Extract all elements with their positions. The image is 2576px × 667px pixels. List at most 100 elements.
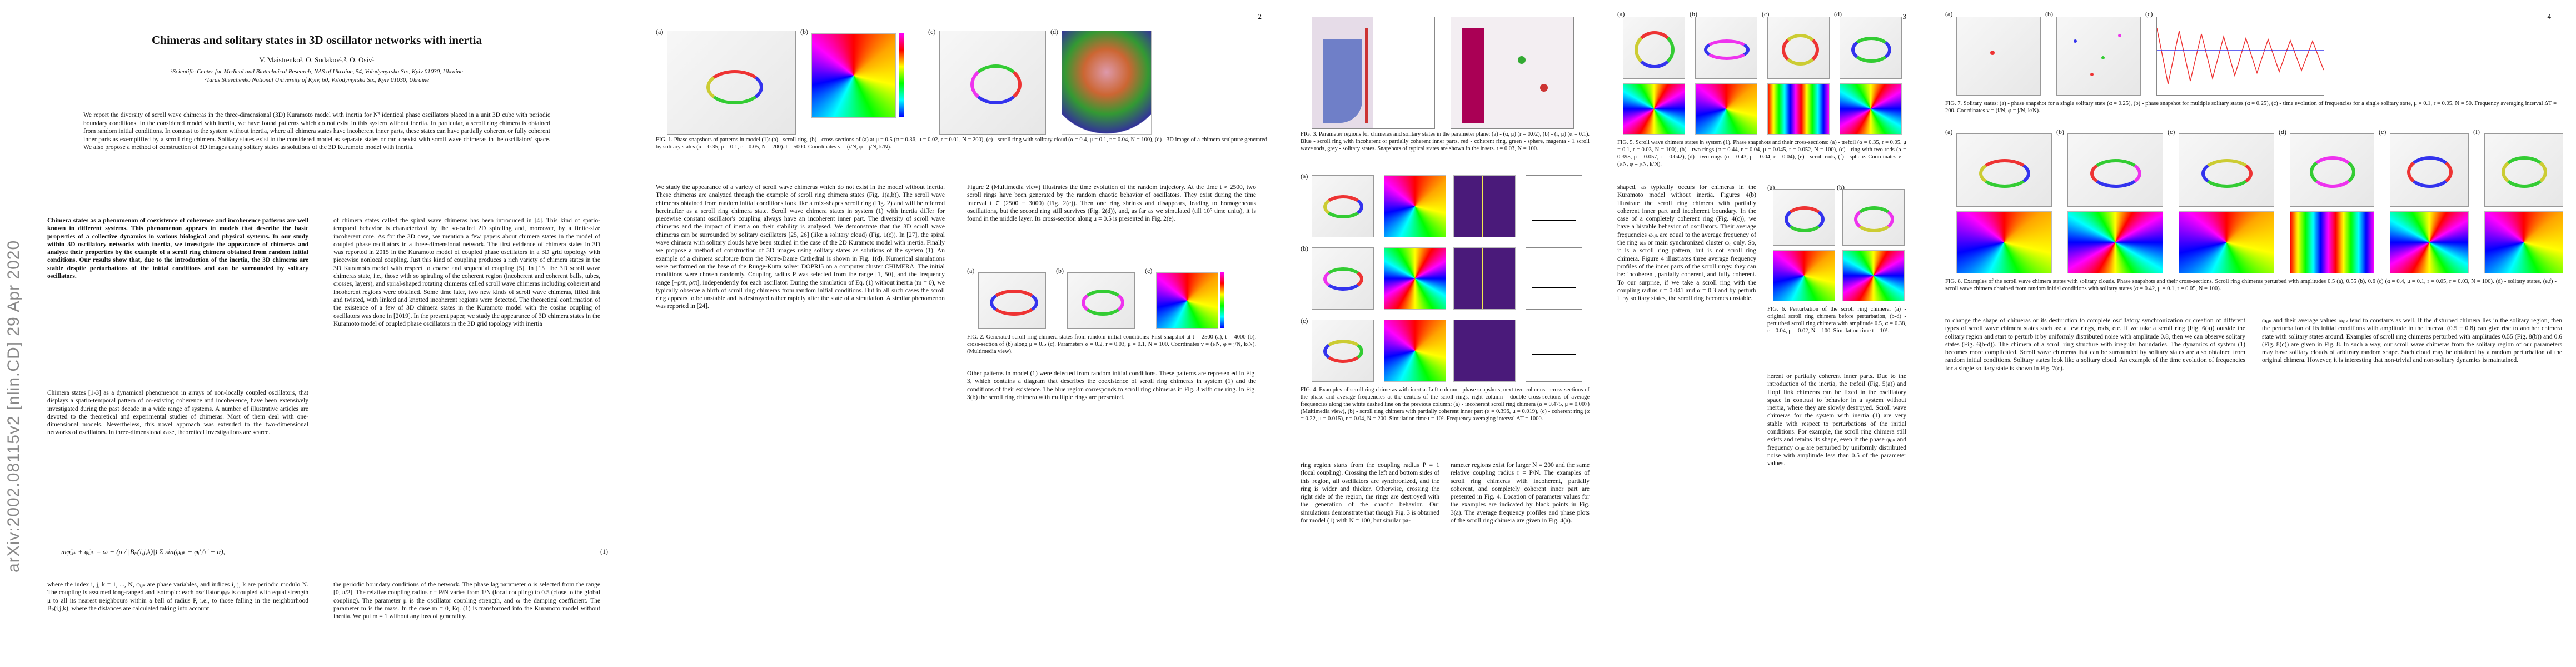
fig8-label-d: (d)	[2279, 128, 2286, 136]
scroll-ring-with-cloud	[970, 64, 1022, 104]
intro-column-2: of chimera states called the spiral wave…	[333, 217, 600, 327]
fig8-caption: FIG. 8. Examples of the scroll wave chim…	[1945, 278, 2557, 292]
fig8-label-f: (f)	[2473, 128, 2480, 136]
fig8-label-a: (a)	[1945, 128, 1953, 136]
profile-line	[1532, 220, 1576, 221]
fig6b-perturbed	[1842, 189, 1905, 246]
fig4c-frequency	[1453, 320, 1516, 382]
fig8c-cross-section	[2179, 211, 2274, 273]
fig6-label-a: (a)	[1767, 183, 1775, 191]
intro-bold-paragraph: Chimera states as a phenomenon of coexis…	[47, 217, 308, 280]
affiliations: ¹Scientific Center for Medical and Biote…	[67, 68, 567, 84]
affiliation-2: ²Taras Shevchenko National University of…	[204, 77, 430, 83]
fig4c-snapshot	[1312, 320, 1374, 382]
fig5a-trefoil	[1623, 17, 1685, 79]
fig4b-phase	[1384, 247, 1446, 310]
fig1-label-d: (d)	[1050, 28, 1058, 36]
fig3b-parameter-plane	[1451, 17, 1574, 129]
fig6c-cross-section	[1773, 250, 1835, 301]
fig8-label-e: (e)	[2379, 128, 2386, 136]
fig8a-cross-section	[1956, 211, 2052, 273]
fig4a-snapshot	[1312, 175, 1374, 237]
fig4b-snapshot	[1312, 247, 1374, 310]
equation-explanation: where the index i, j, k = 1, ..., N, φᵢⱼ…	[47, 581, 308, 612]
trefoil	[1635, 31, 1675, 68]
fig4-label-a: (a)	[1301, 172, 1308, 180]
abstract: We report the diversity of scroll wave c…	[83, 112, 550, 151]
paper-authors: V. Maistrenko¹, O. Sudakov¹,², O. Osiv¹	[259, 56, 375, 64]
fig1-label-c: (c)	[928, 28, 936, 36]
page4-column-1: to change the shape of chimeras or its d…	[1945, 317, 2245, 372]
fig5-label-c: (c)	[1762, 10, 1770, 18]
fig8e-snapshot	[2390, 133, 2469, 207]
two-rings	[990, 290, 1038, 316]
fig4-label-c: (c)	[1301, 317, 1308, 325]
ring	[2310, 156, 2355, 188]
fig5b-cross-section	[1695, 83, 1757, 135]
fig4c-phase	[1384, 320, 1446, 382]
solitary-point	[2101, 56, 2105, 59]
fig7-caption: FIG. 7. Solitary states: (a) - phase sna…	[1945, 101, 2557, 114]
fig3-caption: FIG. 3. Parameter regions for chimeras a…	[1301, 131, 1590, 152]
page3-right-col-1: shaped, as typically occurs for chimeras…	[1617, 184, 1756, 302]
fig8-label-c: (c)	[2168, 128, 2175, 136]
blue-chimera-region	[1323, 39, 1362, 123]
parameters-paragraph: the periodic boundary conditions of the …	[333, 581, 600, 620]
rings	[1704, 39, 1750, 60]
page3-right-col-2: herent or partially coherent inner parts…	[1767, 373, 1906, 467]
page3-column-1b: rameter regions exist for larger N = 200…	[1451, 462, 1590, 525]
fig2b-snapshot	[1067, 272, 1135, 329]
fig2-label-a: (a)	[967, 267, 975, 275]
fig1a-3d-cube	[667, 31, 796, 135]
ring	[2090, 159, 2141, 188]
page-2: 2 (a) (b) (c) (d) FIG. 1. Phase snapshot…	[645, 0, 1284, 667]
frequency-trace-1	[2157, 28, 2324, 84]
fig2-label-c: (c)	[1145, 267, 1153, 275]
inset-sphere	[1518, 56, 1526, 64]
fig1-caption: FIG. 1. Phase snapshots of patterns in m…	[656, 137, 1267, 150]
fig1d-sculpture	[1062, 31, 1152, 135]
fig5d-cross-section	[1840, 83, 1902, 135]
fig8b-snapshot	[2067, 133, 2163, 207]
fig6d-cross-section	[1842, 250, 1905, 301]
fig8a-snapshot	[1956, 133, 2052, 207]
ring	[1323, 267, 1363, 291]
fig4c-profile	[1526, 320, 1582, 382]
fig7-label-a: (a)	[1945, 10, 1953, 18]
freq-line	[1482, 176, 1483, 237]
intro-paragraph: Chimera states [1-3] as a dynamical phen…	[47, 390, 308, 436]
page-4: 4 (a) (b) (c) FIG. 7. Solitary states: (…	[1934, 0, 2573, 667]
page2-column-2: Figure 2 (Multimedia view) illustrates t…	[967, 184, 1256, 223]
fig2-label-b: (b)	[1056, 267, 1064, 275]
fig8b-cross-section	[2067, 211, 2163, 273]
equation-number: (1)	[600, 547, 608, 555]
fig2c-colorbar	[1220, 272, 1224, 328]
fig5b-two-rings	[1695, 17, 1757, 79]
arxiv-stamp: arXiv:2002.08115v2 [nlin.CD] 29 Apr 2020	[4, 139, 23, 573]
page4-column-2: ωᵢⱼₖ and their average values ωᵢⱼₖ tend …	[2262, 317, 2562, 364]
profile-line	[1532, 354, 1576, 355]
fig4a-phase	[1384, 175, 1446, 237]
inset-ring	[1540, 84, 1548, 92]
fig5c-cross-section	[1767, 83, 1830, 135]
fig3a-parameter-plane	[1312, 17, 1435, 129]
fig1c-3d-cube	[939, 31, 1046, 135]
paper-title: Chimeras and solitary states in 3D oscil…	[152, 33, 482, 47]
page2-column-2b: Other patterns in model (1) were detecte…	[967, 370, 1256, 401]
red-region-boundary	[1365, 28, 1368, 123]
fig2-caption: FIG. 2. Generated scroll ring chimera st…	[967, 334, 1256, 355]
ring	[2502, 156, 2547, 188]
fig5-caption: FIG. 5. Scroll wave chimera states in sy…	[1617, 140, 1906, 167]
fig4b-profile	[1526, 247, 1582, 310]
solitary-point	[2118, 34, 2121, 37]
frequency-traces	[2157, 28, 2324, 84]
fig7-label-c: (c)	[2145, 10, 2153, 18]
page-1: arXiv:2002.08115v2 [nlin.CD] 29 Apr 2020…	[0, 0, 639, 667]
fig7c-frequency-evolution	[2156, 17, 2324, 96]
profile-line	[1532, 287, 1576, 288]
ring	[1979, 159, 2030, 188]
fig8c-snapshot	[2179, 133, 2274, 207]
scroll-ring	[706, 70, 763, 104]
magenta-region	[1462, 28, 1484, 123]
freq-line	[1482, 248, 1483, 309]
